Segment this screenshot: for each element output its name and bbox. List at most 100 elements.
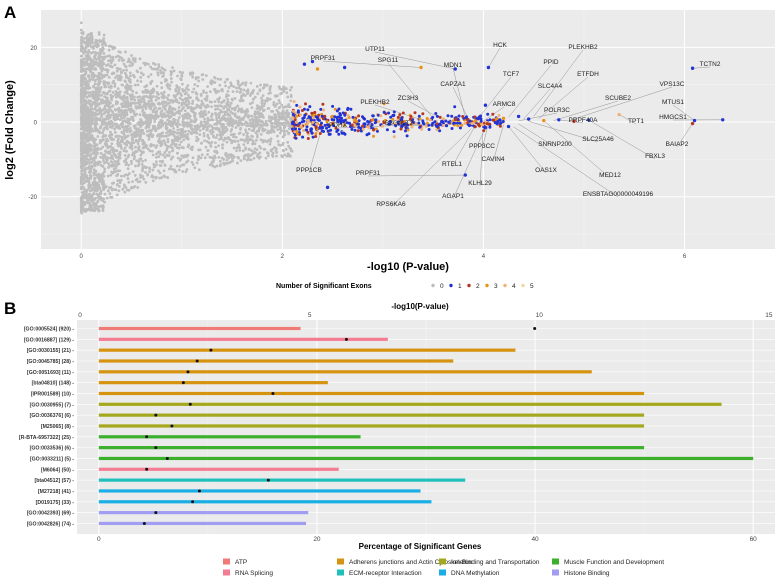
gene-label: PRPF31 xyxy=(311,55,336,62)
significant-point xyxy=(388,119,392,123)
pvalue-dot xyxy=(186,370,190,374)
significant-point xyxy=(290,127,294,131)
significant-point xyxy=(304,128,308,132)
significant-point xyxy=(401,111,405,115)
significant-point xyxy=(452,121,456,125)
panel-a-y-axis-label: log2 (Fold Change) xyxy=(4,80,16,180)
label-leader xyxy=(619,114,637,125)
gene-label: SCUBE2 xyxy=(605,95,631,102)
significant-point xyxy=(402,122,406,126)
percentage-bar xyxy=(98,348,516,352)
significant-point xyxy=(292,100,296,103)
legend-label: Histone Binding xyxy=(564,570,610,577)
pvalue-dot xyxy=(142,521,146,525)
significant-point xyxy=(438,115,442,119)
percentage-bar xyxy=(98,359,454,363)
pvalue-dot xyxy=(188,402,192,406)
significant-point xyxy=(398,113,402,117)
panel-a-grid xyxy=(41,10,775,249)
significant-point xyxy=(353,128,357,132)
category-label: [D019175] (33) - xyxy=(36,500,75,506)
label-leader xyxy=(508,64,552,118)
percentage-bar xyxy=(98,467,339,471)
highlighted-point xyxy=(491,118,496,122)
gene-label: AGAP1 xyxy=(442,193,464,200)
significant-point xyxy=(409,123,413,127)
gene-label: RTEL1 xyxy=(442,161,462,168)
significant-point xyxy=(295,121,299,124)
legend-swatch xyxy=(552,569,559,576)
gene-label: PPP3CC xyxy=(469,143,495,150)
significant-point xyxy=(361,124,365,128)
significant-point xyxy=(307,115,311,119)
significant-point xyxy=(314,126,318,129)
label-leader xyxy=(553,100,619,121)
label-leader xyxy=(513,126,619,198)
significant-point xyxy=(385,128,389,132)
percentage-bar xyxy=(98,381,328,385)
legend-label: Adherens junctions and Actin Cytoskeleto… xyxy=(349,559,473,566)
significant-point xyxy=(303,113,307,117)
significant-point xyxy=(343,132,347,136)
significant-point xyxy=(311,120,315,124)
significant-point xyxy=(410,125,414,129)
significant-point xyxy=(428,118,432,122)
significant-point xyxy=(326,129,330,133)
legend-swatch xyxy=(521,283,525,288)
significant-point xyxy=(340,131,344,135)
gene-label: BAIAP2 xyxy=(666,141,689,148)
significant-point xyxy=(357,114,361,118)
gene-label: TCTN2 xyxy=(700,61,721,68)
significant-point xyxy=(345,121,349,125)
significant-point xyxy=(446,114,450,118)
pvalue-dot xyxy=(181,381,185,385)
percentage-bar xyxy=(98,521,307,526)
significant-point xyxy=(356,129,360,133)
panel-b-pvalue-dots xyxy=(142,327,537,525)
significant-point xyxy=(300,109,304,112)
label-leader xyxy=(573,86,673,120)
significant-point xyxy=(421,112,425,116)
significant-point xyxy=(425,121,429,125)
significant-point xyxy=(295,114,298,118)
significant-point xyxy=(294,136,298,140)
significant-point xyxy=(366,120,370,123)
significant-point xyxy=(420,127,424,131)
significant-point xyxy=(373,121,377,125)
significant-point xyxy=(450,114,454,118)
highlighted-point xyxy=(463,173,468,177)
gene-label: HMGCS1 xyxy=(659,114,687,121)
nonsignificant-cloud xyxy=(79,21,294,215)
significant-point xyxy=(333,115,337,119)
significant-point xyxy=(495,117,499,121)
panel-a-gene-labels: HCK UTP11 MDN1 PLEKHB2 PPID TCTN2 PRPF31 SPG11 T… xyxy=(296,42,721,208)
panel-b-letter: B xyxy=(4,299,16,318)
pvalue-dot xyxy=(271,391,275,395)
significant-point xyxy=(433,120,437,124)
significant-point xyxy=(320,129,324,133)
significant-point xyxy=(333,107,337,111)
significant-point xyxy=(441,123,445,127)
significant-point xyxy=(309,129,313,133)
significant-point xyxy=(399,127,403,131)
y-tick-label: 20 xyxy=(30,46,37,52)
significant-point xyxy=(342,119,346,123)
pvalue-dot xyxy=(533,327,537,330)
significant-point xyxy=(315,122,319,126)
significant-point xyxy=(391,114,395,118)
legend-swatch xyxy=(439,569,446,576)
significant-point xyxy=(349,107,353,111)
legend-swatch xyxy=(337,569,344,576)
significant-point xyxy=(424,124,428,128)
significant-point xyxy=(392,130,396,134)
significant-point xyxy=(371,118,375,122)
significant-point xyxy=(376,113,380,117)
significant-point xyxy=(367,132,371,136)
highlighted-point xyxy=(315,67,320,71)
percentage-bar xyxy=(98,402,722,406)
percentage-bar xyxy=(98,424,645,428)
gene-label: ZC3H3 xyxy=(398,95,419,102)
highlighted-point xyxy=(476,122,481,126)
significant-point xyxy=(388,122,392,126)
significant-point xyxy=(295,103,299,107)
